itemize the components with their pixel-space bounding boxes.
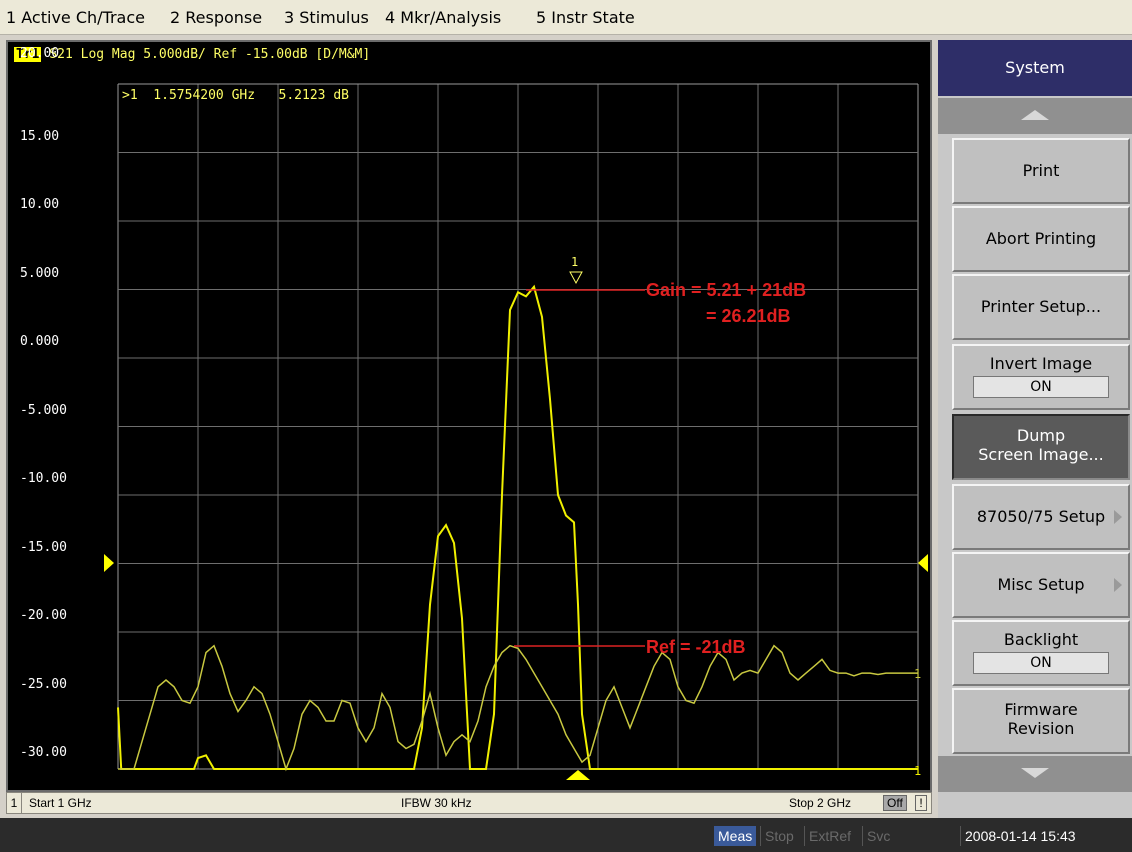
y-tick-label: -25.00 — [20, 676, 67, 692]
stop-frequency[interactable]: Stop 2 GHz — [789, 796, 852, 810]
bottom-status-bar: Meas Stop ExtRef Svc 2008-01-14 15:43 — [0, 818, 1132, 852]
y-tick-label: -5.000 — [20, 402, 67, 418]
invert-image-button[interactable]: Invert Image ON — [952, 344, 1130, 410]
ref-level-left-arrow — [104, 554, 114, 572]
dump-line-1: Dump — [1016, 426, 1066, 445]
marker-1-label: 1 — [571, 255, 578, 269]
start-frequency[interactable]: Start 1 GHz — [29, 796, 92, 810]
marker-readout: >1 1.5754200 GHz 5.2123 dB — [122, 88, 349, 103]
print-button[interactable]: Print — [952, 138, 1130, 204]
ref-level-right-arrow — [918, 554, 928, 572]
extref-indicator: ExtRef — [804, 826, 855, 846]
menu-mkr-analysis[interactable]: 4 Mkr/Analysis — [385, 8, 502, 27]
trace-header[interactable]: Tr1 S21 Log Mag 5.000dB/ Ref -15.00dB [D… — [14, 47, 370, 62]
abort-printing-button[interactable]: Abort Printing — [952, 206, 1130, 272]
dump-line-2: Screen Image... — [978, 445, 1104, 464]
dump-screen-image-button[interactable]: Dump Screen Image... — [952, 414, 1130, 480]
trace-end-label-lower: 1 — [914, 764, 921, 778]
trace-display[interactable] — [6, 40, 932, 792]
printer-setup-button[interactable]: Printer Setup... — [952, 274, 1130, 340]
stop-indicator: Stop — [760, 826, 798, 846]
submenu-arrow-icon — [1114, 578, 1122, 592]
firmware-line-1: Firmware — [1004, 700, 1078, 719]
trace-line-1 — [117, 284, 918, 770]
y-tick-label: 15.00 — [20, 128, 60, 144]
trace-line-2 — [118, 644, 918, 772]
menu-instr-state[interactable]: 5 Instr State — [536, 8, 635, 27]
stimulus-marker-triangle[interactable] — [566, 770, 590, 780]
scroll-down-button[interactable] — [938, 756, 1132, 792]
trace-header-text: S21 Log Mag 5.000dB/ Ref -15.00dB [D/M&M… — [41, 47, 371, 62]
backlight-value: ON — [973, 652, 1109, 674]
y-tick-label: 0.000 — [20, 334, 60, 349]
y-tick-label: -30.00 — [20, 745, 67, 760]
backlight-button[interactable]: Backlight ON — [952, 620, 1130, 686]
chevron-down-icon — [1021, 768, 1049, 778]
trace-tag[interactable]: Tr1 — [14, 47, 42, 62]
traces — [117, 284, 918, 772]
chevron-up-icon — [1021, 110, 1049, 120]
gain-total-annotation: = 26.21dB — [706, 306, 791, 326]
backlight-label: Backlight — [1003, 630, 1079, 649]
y-tick-label: -15.00 — [20, 539, 67, 555]
svc-indicator: Svc — [862, 826, 894, 846]
date-time: 2008-01-14 15:43 — [960, 826, 1080, 846]
y-tick-label: -20.00 — [20, 608, 67, 623]
off-indicator[interactable]: Off — [883, 795, 907, 811]
scroll-up-button[interactable] — [938, 98, 1132, 134]
softkey-header: System — [938, 40, 1132, 96]
87050-75-setup-label: 87050/75 Setup — [976, 507, 1106, 526]
menu-bar: 1 Active Ch/Trace 2 Response 3 Stimulus … — [0, 0, 1132, 35]
ref-annotation: Ref = -21dB — [646, 637, 746, 657]
menu-stimulus[interactable]: 3 Stimulus — [284, 8, 369, 27]
ifbw[interactable]: IFBW 30 kHz — [401, 796, 472, 810]
menu-response[interactable]: 2 Response — [170, 8, 263, 27]
misc-setup-label: Misc Setup — [997, 575, 1085, 594]
firmware-revision-button[interactable]: Firmware Revision — [952, 688, 1130, 754]
87050-75-setup-button[interactable]: 87050/75 Setup — [952, 484, 1130, 550]
invert-image-value: ON — [973, 376, 1109, 398]
warning-indicator: ! — [915, 795, 927, 811]
menu-active-ch-trace[interactable]: 1 Active Ch/Trace — [6, 8, 145, 27]
y-tick-label: -10.00 — [20, 471, 67, 486]
trace-end-label-upper: 1 — [914, 667, 921, 681]
misc-setup-button[interactable]: Misc Setup — [952, 552, 1130, 618]
gain-annotation: Gain = 5.21 + 21dB — [646, 280, 806, 300]
y-tick-label: 10.00 — [20, 197, 60, 212]
status-bar: 1 Start 1 GHz IFBW 30 kHz Stop 2 GHz Off… — [6, 792, 932, 814]
submenu-arrow-icon — [1114, 510, 1122, 524]
channel-number[interactable]: 1 — [7, 793, 22, 813]
y-tick-label: 20.00 — [20, 46, 60, 61]
grid — [117, 83, 919, 770]
meas-indicator: Meas — [714, 826, 757, 846]
marker-1-triangle[interactable] — [569, 271, 583, 285]
firmware-line-2: Revision — [1007, 719, 1075, 738]
y-tick-label: 5.000 — [20, 265, 60, 281]
invert-image-label: Invert Image — [989, 354, 1093, 373]
